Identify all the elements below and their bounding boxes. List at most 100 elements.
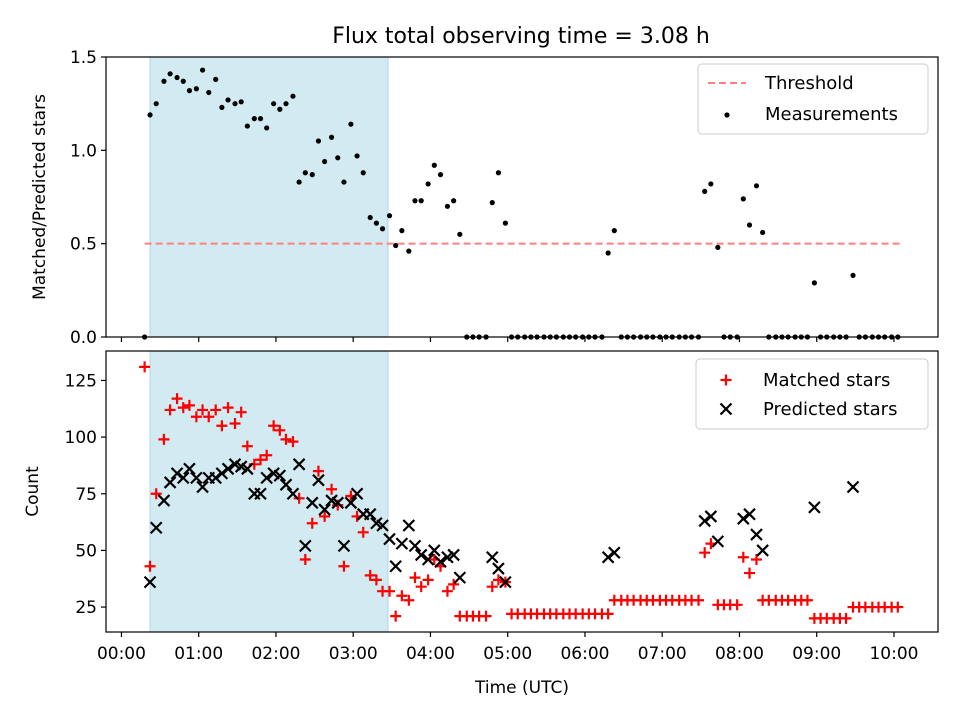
x-tick-label: 08:00 bbox=[715, 644, 764, 664]
measurement-point bbox=[161, 78, 167, 84]
predicted-star-marker bbox=[608, 546, 621, 559]
predicted-star-marker bbox=[318, 503, 331, 516]
y-axis-label: Count bbox=[23, 466, 43, 517]
matched-star-marker bbox=[396, 590, 408, 602]
matched-star-marker bbox=[892, 601, 904, 613]
y-axis-label: Matched/Predicted stars bbox=[30, 94, 50, 300]
matched-star-marker bbox=[737, 551, 749, 563]
matched-star-marker bbox=[390, 610, 402, 622]
measurement-point bbox=[444, 203, 451, 209]
matched-star-marker bbox=[274, 424, 286, 436]
measurement-point bbox=[257, 116, 264, 122]
predicted-star-marker bbox=[279, 478, 293, 491]
matched-star-marker bbox=[203, 411, 215, 423]
y-tick-label: 1.0 bbox=[70, 141, 97, 161]
matched-star-marker bbox=[255, 454, 267, 466]
matched-star-marker bbox=[190, 411, 202, 423]
x-tick-label: 01:00 bbox=[174, 644, 223, 664]
matched-star-marker bbox=[744, 567, 756, 579]
measurement-point bbox=[611, 228, 617, 234]
x-tick-label: 07:00 bbox=[638, 644, 687, 664]
matched-star-marker bbox=[241, 440, 253, 452]
predicted-star-marker bbox=[698, 514, 711, 528]
measurement-point bbox=[315, 138, 322, 144]
top-panel: 0.0 0.5 1.0 1.5 Matched/Predicted stars Thre… bbox=[30, 48, 939, 348]
legend-threshold-label: Threshold bbox=[764, 73, 854, 94]
predicted-star-marker bbox=[711, 535, 725, 548]
measurement-point bbox=[746, 222, 753, 228]
predicted-star-marker bbox=[143, 575, 157, 589]
predicted-star-marker bbox=[453, 571, 467, 584]
measurement-point bbox=[225, 97, 231, 103]
x-tick-label: 03:00 bbox=[329, 644, 378, 664]
measurement-point bbox=[277, 106, 283, 112]
legend-box bbox=[695, 358, 929, 430]
predicted-star-marker bbox=[344, 496, 358, 510]
y-tick-label: 75 bbox=[75, 485, 97, 505]
measurement-point bbox=[715, 244, 721, 250]
predicted-star-marker bbox=[363, 507, 377, 521]
predicted-star-marker bbox=[312, 473, 325, 487]
top-axes-frame bbox=[105, 56, 939, 338]
measurement-point bbox=[393, 242, 399, 249]
y-tick-label: 0.0 bbox=[70, 328, 97, 348]
measurement-point bbox=[174, 74, 180, 81]
predicted-star-marker bbox=[305, 496, 319, 510]
predicted-star-marker bbox=[447, 548, 460, 562]
predicted-star-marker bbox=[221, 462, 235, 476]
measurement-point bbox=[373, 220, 379, 226]
measurement-point bbox=[360, 170, 366, 176]
matched-star-marker bbox=[409, 572, 421, 584]
predicted-star-marker bbox=[743, 507, 756, 521]
measurement-point bbox=[283, 101, 289, 107]
predicted-star-marker bbox=[750, 528, 763, 541]
predicted-star-marker bbox=[163, 476, 177, 489]
x-tick-label: 04:00 bbox=[406, 644, 455, 664]
matched-star-marker bbox=[235, 406, 247, 418]
measurement-point bbox=[354, 153, 360, 159]
predicted-star-marker bbox=[402, 519, 416, 532]
measurement-point bbox=[238, 99, 244, 105]
measurement-point bbox=[264, 125, 270, 131]
matched-star-marker bbox=[306, 517, 318, 529]
matched-star-marker bbox=[364, 569, 376, 581]
measurement-point bbox=[213, 76, 219, 82]
predicted-star-marker bbox=[601, 550, 615, 564]
predicted-star-marker bbox=[704, 510, 718, 523]
measurement-point bbox=[811, 280, 817, 286]
predicted-star-marker bbox=[331, 496, 345, 510]
predicted-star-marker bbox=[395, 537, 409, 550]
predicted-star-marker bbox=[149, 521, 163, 535]
measurement-point bbox=[502, 220, 508, 226]
predicted-star-marker bbox=[408, 539, 422, 553]
measurement-point bbox=[605, 250, 611, 256]
measurement-point bbox=[302, 170, 308, 176]
predicted-star-marker bbox=[254, 487, 267, 501]
measurement-point bbox=[296, 179, 302, 185]
measurement-point bbox=[309, 172, 315, 178]
x-tick-label: 10:00 bbox=[869, 644, 918, 664]
measurement-point bbox=[399, 228, 405, 234]
matched-star-marker bbox=[287, 436, 299, 448]
measurement-point bbox=[457, 231, 463, 237]
matched-star-marker bbox=[312, 465, 324, 477]
measurement-point bbox=[425, 181, 431, 187]
x-tick-label: 02:00 bbox=[251, 644, 300, 664]
y-tick-label: 1.5 bbox=[70, 48, 97, 68]
matched-star-marker bbox=[370, 574, 382, 586]
matched-star-marker bbox=[261, 449, 273, 461]
x-tick-label: 06:00 bbox=[560, 644, 609, 664]
y-tick-label: 125 bbox=[65, 371, 97, 391]
bottom-axes-frame bbox=[105, 350, 939, 633]
top-legend: Threshold Measurements bbox=[697, 63, 929, 135]
predicted-star-marker bbox=[428, 544, 441, 557]
matched-star-marker bbox=[415, 581, 427, 593]
measurement-point bbox=[167, 71, 173, 77]
measurement-point bbox=[451, 198, 457, 204]
predicted-star-marker bbox=[389, 560, 402, 573]
x-tick-label: 05:00 bbox=[483, 644, 532, 664]
matched-star-marker bbox=[280, 433, 292, 445]
matched-star-marker bbox=[139, 361, 151, 373]
predicted-star-marker bbox=[190, 471, 203, 485]
legend-predicted-label: Predicted stars bbox=[763, 399, 897, 420]
